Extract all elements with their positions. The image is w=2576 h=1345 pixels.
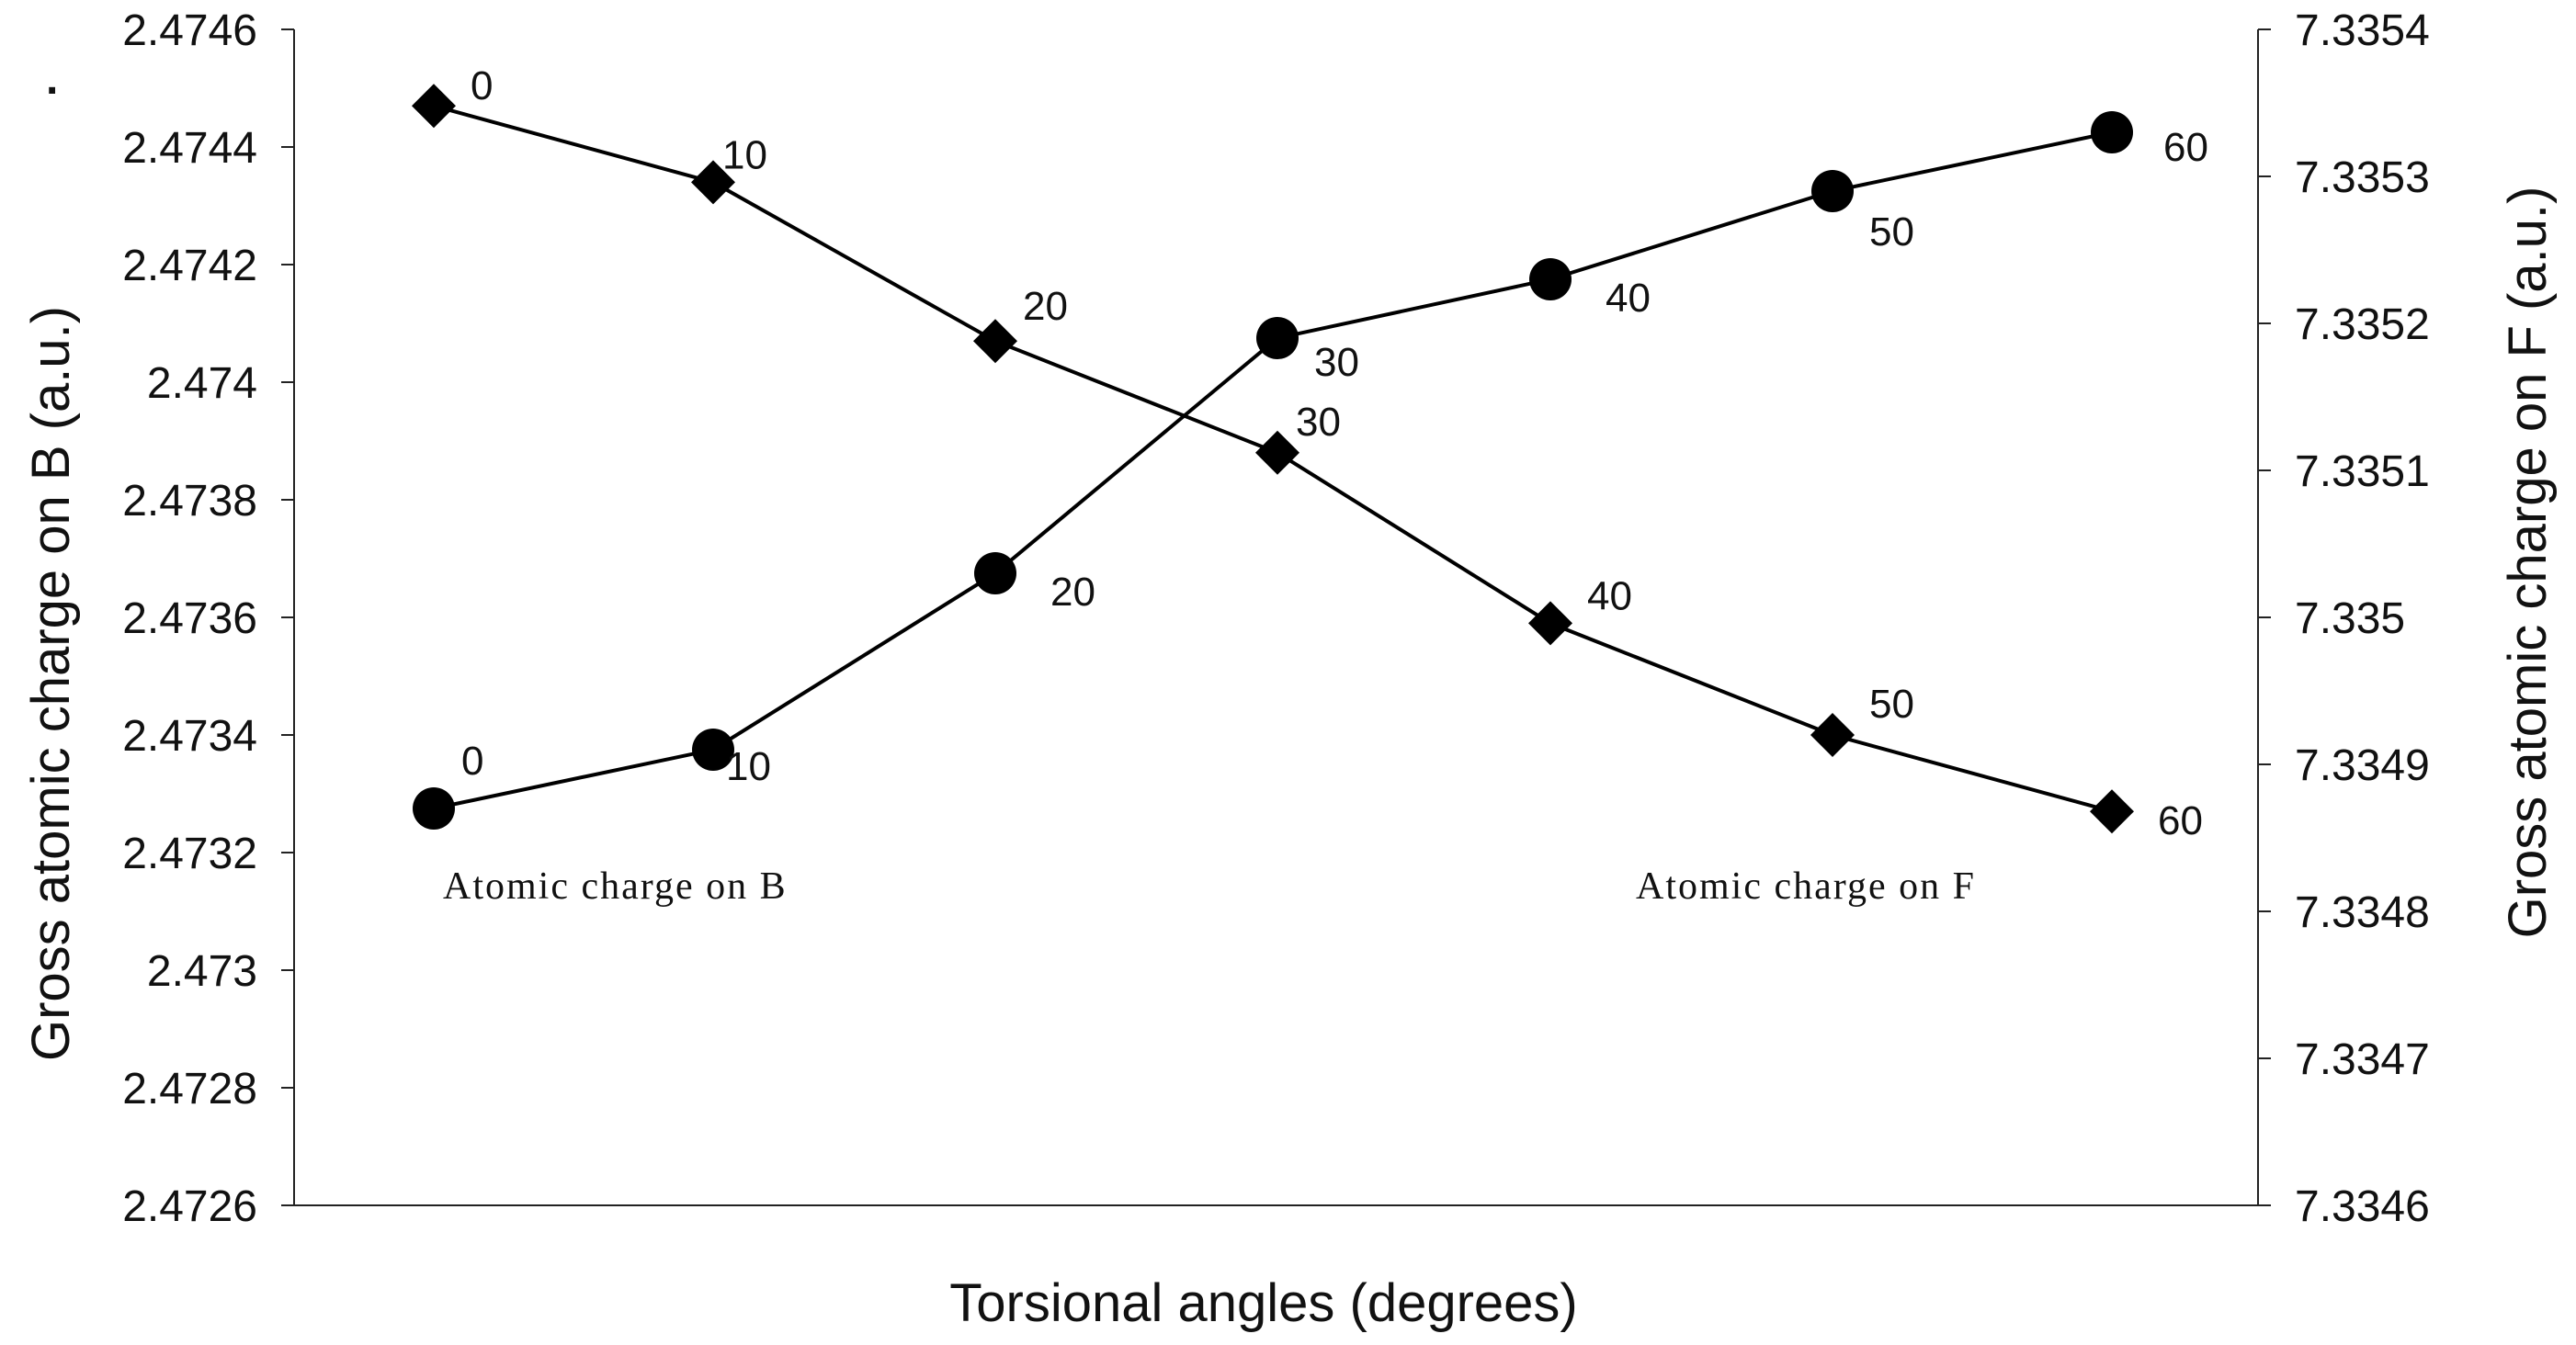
left-tick-label: 2.4736 bbox=[122, 594, 257, 643]
point-label-b: 60 bbox=[2158, 798, 2203, 843]
left-tick-label: 2.4742 bbox=[122, 242, 257, 290]
left-tick-label: 2.4726 bbox=[122, 1182, 257, 1231]
diamond-marker bbox=[973, 319, 1017, 364]
right-tick-label: 7.3349 bbox=[2295, 741, 2430, 790]
point-label-f: 0 bbox=[461, 739, 483, 784]
left-tick-label: 2.4738 bbox=[122, 477, 257, 526]
right-tick-label: 7.3351 bbox=[2295, 447, 2430, 496]
right-tick-label: 7.3353 bbox=[2295, 153, 2430, 202]
point-label-b: 20 bbox=[1023, 284, 1068, 329]
circle-marker bbox=[692, 729, 734, 771]
left-tick-label: 2.4744 bbox=[122, 124, 257, 173]
series-label-b: Atomic charge on B bbox=[443, 865, 788, 908]
diamond-marker bbox=[1528, 601, 1572, 646]
circle-marker bbox=[1811, 170, 1854, 212]
point-label-b: 40 bbox=[1587, 573, 1632, 618]
right-tick-label: 7.335 bbox=[2295, 594, 2405, 643]
point-label-f: 20 bbox=[1050, 570, 1095, 615]
diamond-marker bbox=[1810, 713, 1855, 757]
left-tick-label: 2.4732 bbox=[122, 830, 257, 878]
circle-marker bbox=[974, 552, 1016, 594]
circle-marker bbox=[1529, 258, 1572, 300]
right-y-ticks: 7.3354 7.3353 7.3352 7.3351 7.335 7.3349 7.334… bbox=[2258, 6, 2430, 1231]
diamond-marker bbox=[1255, 430, 1299, 475]
left-tick-label: 2.473 bbox=[147, 947, 257, 996]
diamond-marker bbox=[412, 84, 456, 129]
circle-marker bbox=[413, 787, 455, 830]
circle-marker bbox=[2091, 111, 2133, 153]
axes bbox=[293, 29, 2259, 1206]
left-y-ticks: 2.4746 2.4744 2.4742 2.474 2.4738 2.4736 2.473… bbox=[122, 6, 294, 1231]
right-tick-label: 7.3347 bbox=[2295, 1035, 2430, 1084]
series-label-f: Atomic charge on F bbox=[1636, 865, 1976, 908]
point-label-b: 10 bbox=[722, 132, 767, 177]
circle-marker bbox=[1256, 317, 1299, 359]
point-label-b: 30 bbox=[1296, 400, 1341, 445]
point-label-b: 50 bbox=[1869, 682, 1914, 727]
right-tick-label: 7.3346 bbox=[2295, 1182, 2430, 1231]
point-label-f: 50 bbox=[1869, 209, 1914, 254]
y-axis-left-title: Gross atomic charge on B (a.u.) bbox=[21, 306, 81, 1061]
point-label-f: 40 bbox=[1606, 276, 1651, 321]
right-tick-label: 7.3354 bbox=[2295, 6, 2430, 55]
point-labels: 0 10 20 30 40 50 60 0 10 20 30 40 50 60 bbox=[461, 63, 2208, 843]
point-label-f: 10 bbox=[726, 744, 771, 789]
diamond-marker bbox=[691, 160, 735, 205]
point-label-f: 30 bbox=[1314, 340, 1359, 385]
left-tick-label: 2.4734 bbox=[122, 712, 257, 761]
left-tick-label: 2.474 bbox=[147, 359, 257, 408]
series-line-f bbox=[433, 130, 2113, 810]
left-tick-label: 2.4728 bbox=[122, 1065, 257, 1113]
x-axis-title: Torsional angles (degrees) bbox=[949, 1273, 1577, 1333]
diamond-marker bbox=[2090, 789, 2134, 834]
point-label-b: 0 bbox=[471, 63, 493, 108]
stray-mark: . bbox=[46, 55, 58, 104]
y-axis-right-title: Gross atomic charge on F (a.u.) bbox=[2498, 186, 2558, 939]
series-markers bbox=[412, 84, 2134, 834]
left-tick-label: 2.4746 bbox=[122, 6, 257, 55]
point-label-f: 60 bbox=[2163, 125, 2208, 170]
right-tick-label: 7.3348 bbox=[2295, 888, 2430, 937]
right-tick-label: 7.3352 bbox=[2295, 300, 2430, 349]
